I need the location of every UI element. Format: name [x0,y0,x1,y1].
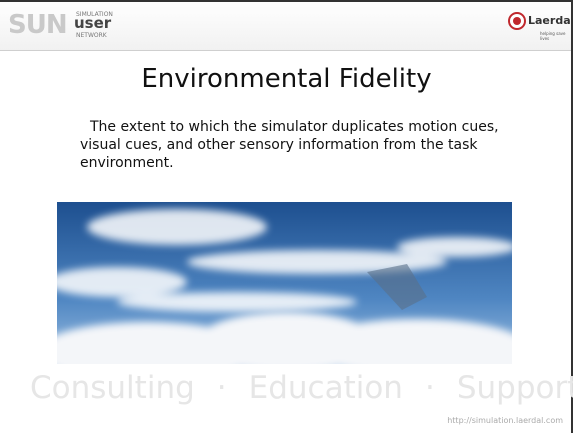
brand-icon [508,12,526,30]
separator: · [425,370,435,406]
footer-url: http://simulation.laerdal.com [447,416,563,425]
logo-user: user [74,14,111,32]
slide-title: Environmental Fidelity [0,64,573,94]
logo-small: NETWORK [76,32,107,39]
service: Consulting [30,370,195,406]
brand: Laerdal [528,14,573,27]
slide: SUN SIMULATION user NETWORK Laerdal help… [0,0,573,433]
footer-services: Consulting · Education · Support [30,370,573,406]
service: Education [249,370,403,406]
slide-body: The extent to which the simulator duplic… [80,118,530,172]
brand-tagline: helping save lives [540,31,571,41]
header: SUN SIMULATION user NETWORK Laerdal help… [0,2,571,51]
separator: · [217,370,227,406]
sky-image [57,202,512,364]
service: Support [457,370,573,406]
logo-sun: SUN [8,10,67,40]
